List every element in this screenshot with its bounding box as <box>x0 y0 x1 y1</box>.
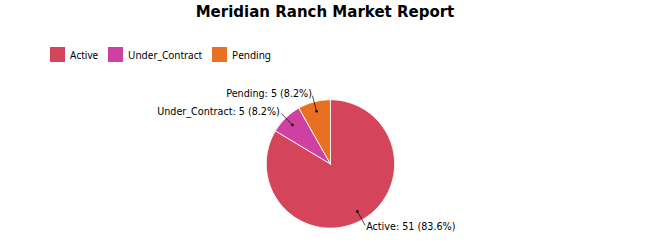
svg-text:Pending: 5 (8.2%): Pending: 5 (8.2%) <box>226 88 312 99</box>
svg-text:Under_Contract: 5 (8.2%): Under_Contract: 5 (8.2%) <box>157 106 280 118</box>
html-text:Meridian Ranch Market Report: Meridian Ranch Market Report <box>195 3 455 21</box>
html-text:Pending: Pending <box>232 47 271 62</box>
html-text:Under_Contract: Under_Contract <box>128 47 203 62</box>
svg-text:Active: 51 (83.6%): Active: 51 (83.6%) <box>366 221 455 232</box>
html-text:Active: Active <box>70 47 99 62</box>
